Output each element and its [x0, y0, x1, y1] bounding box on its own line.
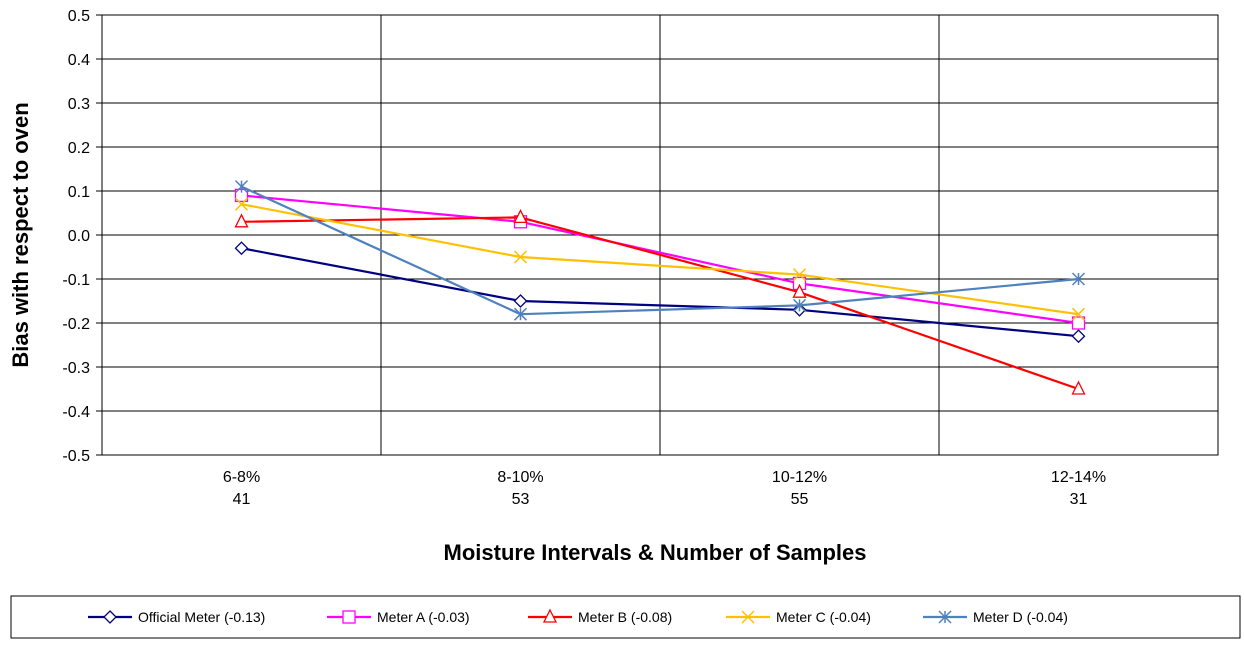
- legend-label: Meter C (-0.04): [776, 609, 871, 625]
- series-line: [241, 194, 1079, 325]
- series-5: [234, 180, 1086, 321]
- legend-item: Meter B (-0.08): [528, 608, 672, 625]
- x-axis-title: Moisture Intervals & Number of Samples: [444, 540, 867, 565]
- x-tick-label: 8-10%: [497, 469, 543, 486]
- legend-label: Meter A (-0.03): [377, 609, 470, 625]
- x-axis-ticks: 6-8% 41 8-10% 53 10-12% 55 12-14% 31: [223, 469, 1106, 508]
- marker-stroke: [741, 610, 755, 624]
- legend-marker: [342, 610, 356, 624]
- data-point: [234, 197, 249, 211]
- data-point: [513, 208, 528, 224]
- y-tick-label: -0.2: [62, 316, 90, 333]
- data-point: [1071, 272, 1086, 286]
- series-line: [241, 203, 1079, 316]
- series-line: [241, 216, 1079, 391]
- x-tick-sample-count: 53: [512, 491, 530, 508]
- legend-item: Meter D (-0.04): [923, 609, 1068, 625]
- data-point: [234, 213, 249, 228]
- y-axis-ticks: 0.5 0.4 0.3 0.2 0.1 0.0 -0.1 -0.2 -0.3 -0.4 -0.5: [62, 8, 90, 465]
- data-point: [513, 307, 528, 321]
- data-point: [513, 250, 528, 264]
- legend-marker: [938, 610, 952, 624]
- legend-label: Meter D (-0.04): [973, 609, 1068, 625]
- y-tick-label: 0.0: [68, 228, 90, 245]
- data-point: [792, 298, 807, 312]
- y-tick-label: -0.4: [62, 404, 90, 421]
- y-tick-label: -0.1: [62, 272, 90, 289]
- legend-box: [10, 595, 1241, 639]
- y-tick-label: 0.3: [68, 96, 90, 113]
- legend-marker: [542, 608, 558, 623]
- data-point: [1071, 316, 1086, 330]
- x-tick-label: 10-12%: [772, 469, 827, 486]
- grid: [96, 14, 1219, 456]
- y-tick-label: 0.5: [68, 8, 90, 25]
- y-tick-label: 0.4: [68, 52, 90, 69]
- legend-items: Official Meter (-0.13) Meter A (-0.03) Met…: [88, 608, 1068, 625]
- legend-item: Meter A (-0.03): [327, 609, 470, 625]
- legend-marker: [741, 610, 755, 624]
- series-line: [241, 247, 1079, 338]
- x-tick-label: 6-8%: [223, 469, 260, 486]
- y-tick-label: 0.1: [68, 184, 90, 201]
- marker-stroke: [792, 268, 807, 282]
- legend-item: Official Meter (-0.13): [88, 609, 265, 625]
- legend-label: Meter B (-0.08): [578, 609, 672, 625]
- data-point: [234, 180, 249, 194]
- data-point: [1071, 329, 1086, 344]
- y-tick-label: 0.2: [68, 140, 90, 157]
- data-point: [1071, 380, 1086, 395]
- legend: Official Meter (-0.13) Meter A (-0.03) Met…: [10, 595, 1241, 639]
- data-point: [792, 268, 807, 282]
- marker-stroke: [234, 197, 249, 211]
- x-tick-sample-count: 31: [1070, 491, 1088, 508]
- legend-label: Official Meter (-0.13): [138, 609, 265, 625]
- data-point: [792, 283, 807, 298]
- data-point: [1071, 307, 1086, 321]
- x-tick-sample-count: 55: [791, 491, 809, 508]
- legend-item: Meter C (-0.04): [726, 609, 871, 625]
- series-lines: [234, 180, 1086, 395]
- data-point: [513, 294, 528, 308]
- series-3: [234, 208, 1086, 395]
- series-1: [234, 241, 1086, 344]
- y-axis-title: Bias with respect to oven: [8, 102, 33, 367]
- x-tick-label: 12-14%: [1051, 469, 1106, 486]
- data-point: [234, 241, 249, 256]
- y-tick-label: -0.3: [62, 360, 90, 377]
- y-tick-label: -0.5: [62, 448, 90, 465]
- series-line: [241, 185, 1079, 316]
- x-tick-sample-count: 41: [233, 491, 251, 508]
- series-4: [234, 197, 1086, 321]
- marker-stroke: [1071, 307, 1086, 321]
- marker-stroke: [513, 250, 528, 264]
- legend-marker: [103, 610, 117, 624]
